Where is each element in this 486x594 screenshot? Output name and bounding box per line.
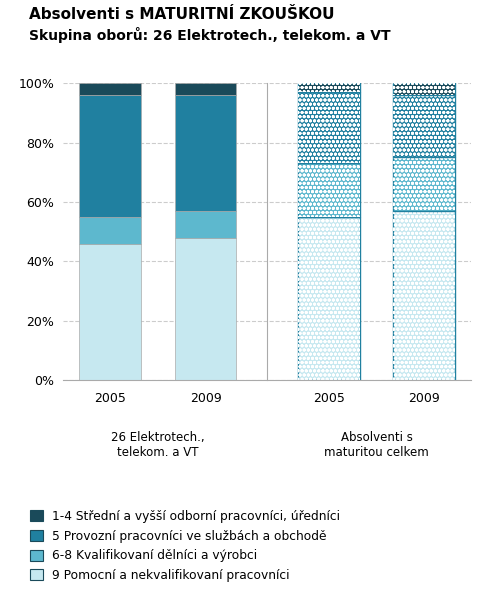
Legend: 1-4 Střední a vyšší odborní pracovníci, úředníci, 5 Provozní pracovníci ve služb: 1-4 Střední a vyšší odborní pracovníci, … <box>31 510 340 582</box>
Bar <box>298 217 360 380</box>
Bar <box>298 83 360 92</box>
Bar <box>394 157 455 211</box>
Bar <box>394 211 455 380</box>
Bar <box>175 211 237 238</box>
Bar <box>298 217 360 380</box>
Bar <box>175 238 237 380</box>
Bar <box>298 163 360 217</box>
Text: 26 Elektrotech.,
telekom. a VT: 26 Elektrotech., telekom. a VT <box>111 431 205 459</box>
Bar <box>394 211 455 380</box>
Text: Absolventi s MATURITNÍ ZKOUŠKOU: Absolventi s MATURITNÍ ZKOUŠKOU <box>29 7 335 22</box>
Bar <box>175 95 237 211</box>
Text: Skupina oborů: 26 Elektrotech., telekom. a VT: Skupina oborů: 26 Elektrotech., telekom.… <box>29 27 391 43</box>
Bar <box>79 95 141 217</box>
Bar <box>175 83 237 95</box>
Bar <box>394 157 455 211</box>
Bar <box>79 217 141 244</box>
Bar <box>394 95 455 157</box>
Bar <box>298 92 360 163</box>
Bar <box>79 83 141 95</box>
Bar <box>394 83 455 95</box>
Bar <box>394 83 455 95</box>
Bar <box>394 95 455 157</box>
Bar <box>298 163 360 217</box>
Bar <box>298 92 360 163</box>
Text: Absolventi s
maturitou celkem: Absolventi s maturitou celkem <box>324 431 429 459</box>
Bar <box>79 244 141 380</box>
Bar <box>298 83 360 92</box>
